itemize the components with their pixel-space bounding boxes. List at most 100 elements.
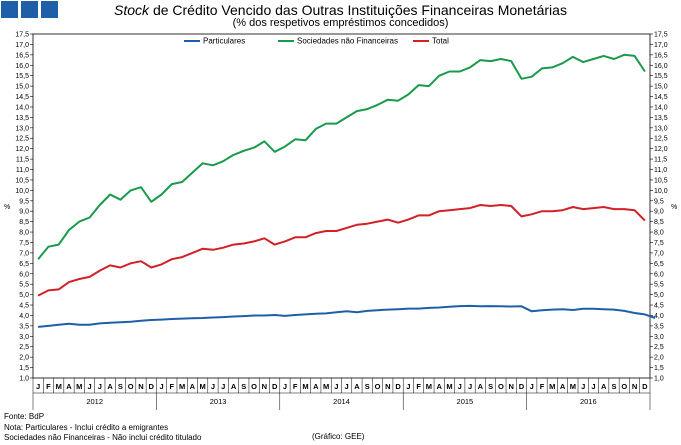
x-tick-label: J bbox=[159, 382, 163, 391]
y-tick-label-right: 12,5 bbox=[654, 136, 668, 143]
y-tick-label-left: 2,5 bbox=[19, 344, 29, 351]
y-tick-label-right: 3,0 bbox=[654, 334, 664, 341]
y-tick-label-left: 4,5 bbox=[19, 303, 29, 310]
x-tick-label: A bbox=[560, 382, 566, 391]
y-tick-label-left: 7,0 bbox=[19, 250, 29, 257]
x-tick-label: M bbox=[76, 382, 82, 391]
y-tick-label-right: 14,0 bbox=[654, 104, 668, 111]
y-tick-label-right: 2,0 bbox=[654, 355, 664, 362]
y-tick-label-left: 2,0 bbox=[19, 355, 29, 362]
x-tick-label: S bbox=[488, 382, 493, 391]
x-tick-label: O bbox=[498, 382, 504, 391]
y-tick-label-right: 2,5 bbox=[654, 344, 664, 351]
y-tick-label-left: 16,5 bbox=[15, 52, 29, 59]
x-tick-label: S bbox=[612, 382, 617, 391]
y-tick-label-right: 6,0 bbox=[654, 271, 664, 278]
y-tick-label-left: 10,0 bbox=[15, 188, 29, 195]
y-tick-label-right: 8,5 bbox=[654, 219, 664, 226]
title-rest: de Crédito Vencido das Outras Instituiçõ… bbox=[149, 2, 567, 18]
x-tick-label: J bbox=[530, 382, 534, 391]
y-tick-label-left: 9,0 bbox=[19, 209, 29, 216]
y-tick-label-right: 10,0 bbox=[654, 188, 668, 195]
y-tick-label-left: 5,0 bbox=[19, 292, 29, 299]
x-tick-label: S bbox=[241, 382, 246, 391]
chart-title: Stock de Crédito Vencido das Outras Inst… bbox=[0, 2, 681, 18]
x-tick-label: O bbox=[621, 382, 627, 391]
y-tick-label-right: 12,0 bbox=[654, 146, 668, 153]
y-tick-label-left: 7,5 bbox=[19, 240, 29, 247]
y-tick-label-left: 16,0 bbox=[15, 63, 29, 70]
y-tick-label-right: 13,5 bbox=[654, 115, 668, 122]
x-tick-label: J bbox=[581, 382, 585, 391]
x-year-label: 2016 bbox=[580, 397, 597, 406]
y-tick-label-right: 7,0 bbox=[654, 250, 664, 257]
y-tick-label-left: 6,5 bbox=[19, 261, 29, 268]
x-tick-label: D bbox=[149, 382, 155, 391]
footer-note-1: Nota: Particulares - Inclui crédito a em… bbox=[4, 423, 169, 432]
y-tick-label-left: 3,5 bbox=[19, 323, 29, 330]
y-tick-label-right: 16,0 bbox=[654, 63, 668, 70]
y-tick-label-right: 15,5 bbox=[654, 73, 668, 80]
y-tick-label-left: 15,5 bbox=[15, 73, 29, 80]
chart-credit: (Gráfico: GEE) bbox=[312, 432, 365, 441]
footer-note-2: Sociedades não Financeiras - Não inclui … bbox=[4, 433, 202, 442]
series-line bbox=[38, 304, 656, 328]
x-tick-label: F bbox=[293, 382, 298, 391]
y-tick-label-right: 4,5 bbox=[654, 303, 664, 310]
legend-entry: Total bbox=[432, 37, 449, 46]
y-tick-label-right: 3,5 bbox=[654, 323, 664, 330]
y-tick-label-right: 7,5 bbox=[654, 240, 664, 247]
logo-square bbox=[1, 1, 18, 18]
x-year-label: 2012 bbox=[86, 397, 103, 406]
y-tick-label-left: 10,5 bbox=[15, 177, 29, 184]
x-year-label: 2013 bbox=[210, 397, 227, 406]
x-tick-label: J bbox=[591, 382, 595, 391]
x-tick-label: S bbox=[118, 382, 123, 391]
y-tick-label-right: 4,0 bbox=[654, 313, 664, 320]
y-tick-label-left: 17,5 bbox=[15, 32, 29, 39]
y-tick-label-right: 6,5 bbox=[654, 261, 664, 268]
x-tick-label: O bbox=[375, 382, 381, 391]
y-tick-label-right: 17,0 bbox=[654, 42, 668, 49]
y-tick-label-right: 8,0 bbox=[654, 230, 664, 237]
y-tick-label-right: 17,5 bbox=[654, 32, 668, 39]
x-tick-label: A bbox=[313, 382, 319, 391]
y-tick-label-right: 11,5 bbox=[654, 157, 667, 164]
x-tick-label: A bbox=[436, 382, 442, 391]
x-tick-label: D bbox=[519, 382, 525, 391]
x-tick-label: M bbox=[426, 382, 432, 391]
y-tick-label-left: 5,5 bbox=[19, 282, 29, 289]
y-tick-label-right: 14,5 bbox=[654, 94, 668, 101]
x-tick-label: F bbox=[46, 382, 51, 391]
footer-source: Fonte: BdP bbox=[4, 412, 45, 421]
legend-entry: Sociedades não Financeiras bbox=[297, 37, 398, 46]
x-tick-label: O bbox=[251, 382, 257, 391]
logo bbox=[1, 1, 58, 18]
x-tick-label: M bbox=[549, 382, 555, 391]
x-tick-label: D bbox=[272, 382, 278, 391]
legend-entry: Particulares bbox=[203, 37, 245, 46]
x-tick-label: J bbox=[283, 382, 287, 391]
x-tick-label: J bbox=[36, 382, 40, 391]
y-axis-label-right: % bbox=[671, 204, 677, 211]
x-tick-label: J bbox=[334, 382, 338, 391]
y-tick-label-right: 10,5 bbox=[654, 177, 668, 184]
y-axis-label-left: % bbox=[4, 204, 10, 211]
logo-square bbox=[41, 1, 58, 18]
x-tick-label: N bbox=[262, 382, 267, 391]
x-tick-label: F bbox=[416, 382, 421, 391]
x-tick-label: N bbox=[138, 382, 143, 391]
x-tick-label: D bbox=[395, 382, 401, 391]
x-tick-label: M bbox=[570, 382, 576, 391]
y-tick-label-left: 17,0 bbox=[15, 42, 29, 49]
x-tick-label: F bbox=[540, 382, 545, 391]
x-tick-label: M bbox=[323, 382, 329, 391]
series-line bbox=[37, 53, 646, 260]
x-tick-label: A bbox=[66, 382, 72, 391]
x-tick-label: J bbox=[468, 382, 472, 391]
y-tick-label-left: 8,5 bbox=[19, 219, 29, 226]
y-tick-label-right: 16,5 bbox=[654, 52, 668, 59]
x-tick-label: N bbox=[632, 382, 637, 391]
x-tick-label: J bbox=[458, 382, 462, 391]
